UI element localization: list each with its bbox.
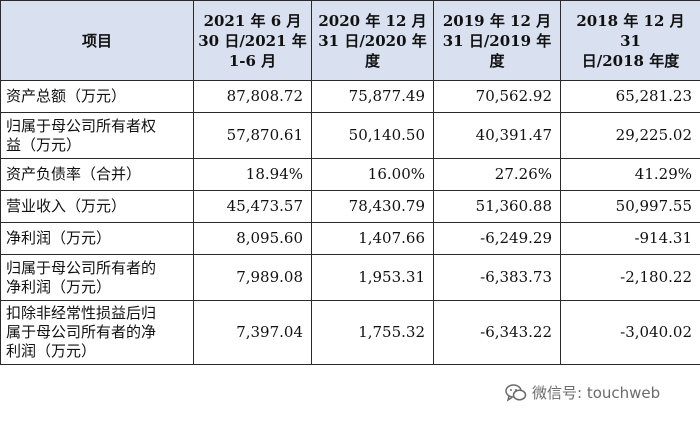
wechat-icon [505,383,527,402]
cell-value: 16.00% [311,158,434,191]
cell-value: 51,360.88 [433,190,561,223]
row-label: 归属于母公司所有者权 益（万元） [0,112,194,159]
cell-value: -6,383.73 [433,254,561,301]
row-label: 营业收入（万元） [0,190,194,223]
cell-value: 70,562.92 [433,80,561,113]
header-2021-h1: 2021 年 6 月 30 日/2021 年 1-6 月 [193,0,312,81]
cell-value: 1,953.31 [311,254,434,301]
table-row: 净利润（万元） 8,095.60 1,407.66 -6,249.29 -914… [0,222,700,255]
cell-value: -6,343.22 [433,300,561,365]
cell-value: 7,989.08 [193,254,312,301]
cell-value: -6,249.29 [433,222,561,255]
cell-value: 41.29% [560,158,700,191]
cell-value: -914.31 [560,222,700,255]
wechat-watermark: 微信号: touchweb [505,382,660,403]
row-label: 归属于母公司所有者的 净利润（万元） [0,254,194,301]
cell-value: 78,430.79 [311,190,434,223]
cell-value: -3,040.02 [560,300,700,365]
cell-value: 7,397.04 [193,300,312,365]
cell-value: 8,095.60 [193,222,312,255]
row-label: 资产负债率（合并） [0,158,194,191]
cell-value: 75,877.49 [311,80,434,113]
watermark-text: 微信号: touchweb [532,384,661,402]
financial-table: 项目 2021 年 6 月 30 日/2021 年 1-6 月 2020 年 12 … [0,0,700,365]
cell-value: 87,808.72 [193,80,312,113]
header-item: 项目 [0,0,194,81]
row-label: 资产总额（万元） [0,80,194,113]
table-row: 归属于母公司所有者权 益（万元） 57,870.61 50,140.50 40,3… [0,112,700,159]
cell-value: -2,180.22 [560,254,700,301]
cell-value: 57,870.61 [193,112,312,159]
table-row: 资产负债率（合并） 18.94% 16.00% 27.26% 41.29% [0,158,700,191]
row-label: 净利润（万元） [0,222,194,255]
cell-value: 18.94% [193,158,312,191]
table-row: 营业收入（万元） 45,473.57 78,430.79 51,360.88 5… [0,190,700,223]
table-header-row: 项目 2021 年 6 月 30 日/2021 年 1-6 月 2020 年 12 … [0,0,700,81]
table-row: 归属于母公司所有者的 净利润（万元） 7,989.08 1,953.31 -6,3… [0,254,700,301]
cell-value: 45,473.57 [193,190,312,223]
row-label: 扣除非经常性损益后归 属于母公司所有者的净 利润（万元） [0,300,194,365]
table-row: 扣除非经常性损益后归 属于母公司所有者的净 利润（万元） 7,397.04 1,75… [0,300,700,365]
header-2020: 2020 年 12 月 31 日/2020 年度 [311,0,434,81]
cell-value: 27.26% [433,158,561,191]
cell-value: 1,407.66 [311,222,434,255]
cell-value: 65,281.23 [560,80,700,113]
cell-value: 50,140.50 [311,112,434,159]
cell-value: 40,391.47 [433,112,561,159]
cell-value: 29,225.02 [560,112,700,159]
header-2018: 2018 年 12 月 31 日/2018 年度 [560,0,700,81]
cell-value: 50,997.55 [560,190,700,223]
header-2019: 2019 年 12 月 31 日/2019 年度 [433,0,561,81]
cell-value: 1,755.32 [311,300,434,365]
table-row: 资产总额（万元） 87,808.72 75,877.49 70,562.92 6… [0,80,700,113]
